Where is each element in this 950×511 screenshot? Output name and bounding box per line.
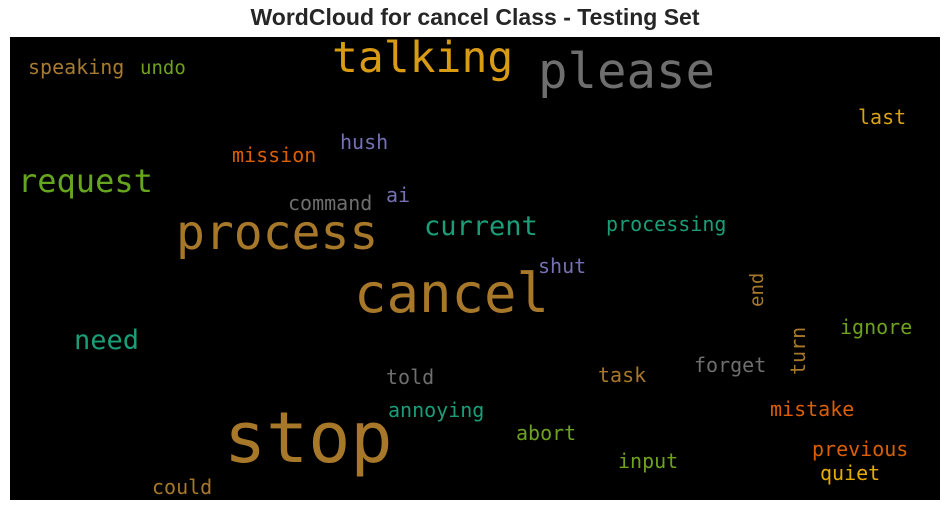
word-input: input [618, 449, 679, 473]
word-mission: mission [232, 143, 317, 167]
word-hush: hush [340, 130, 389, 154]
word-mistake: mistake [770, 397, 855, 421]
word-last: last [858, 105, 907, 129]
word-ai: ai [386, 183, 411, 207]
word-processing: processing [606, 212, 727, 236]
word-undo: undo [140, 57, 186, 79]
word-could: could [152, 475, 213, 499]
word-process: process [176, 205, 379, 261]
word-told: told [386, 365, 435, 389]
word-need: need [74, 325, 140, 356]
word-end: end [746, 272, 768, 307]
word-quiet: quiet [820, 461, 881, 485]
word-stop: stop [224, 397, 393, 479]
word-current: current [424, 211, 538, 242]
word-turn: turn [786, 326, 810, 375]
word-forget: forget [694, 353, 767, 377]
word-please: please [538, 43, 716, 100]
word-task: task [598, 363, 647, 387]
word-talking: talking [332, 37, 514, 83]
word-annoying: annoying [388, 398, 485, 422]
word-speaking: speaking [28, 55, 125, 79]
word-ignore: ignore [840, 315, 913, 339]
word-shut: shut [538, 254, 587, 278]
word-command: command [288, 191, 373, 215]
word-cancel: cancel [354, 262, 550, 325]
word-previous: previous [812, 437, 909, 461]
word-request: request [18, 162, 153, 200]
chart-title: WordCloud for cancel Class - Testing Set [250, 4, 700, 30]
word-cloud: talking please speaking undo last hush m… [10, 37, 940, 500]
word-abort: abort [516, 421, 577, 445]
